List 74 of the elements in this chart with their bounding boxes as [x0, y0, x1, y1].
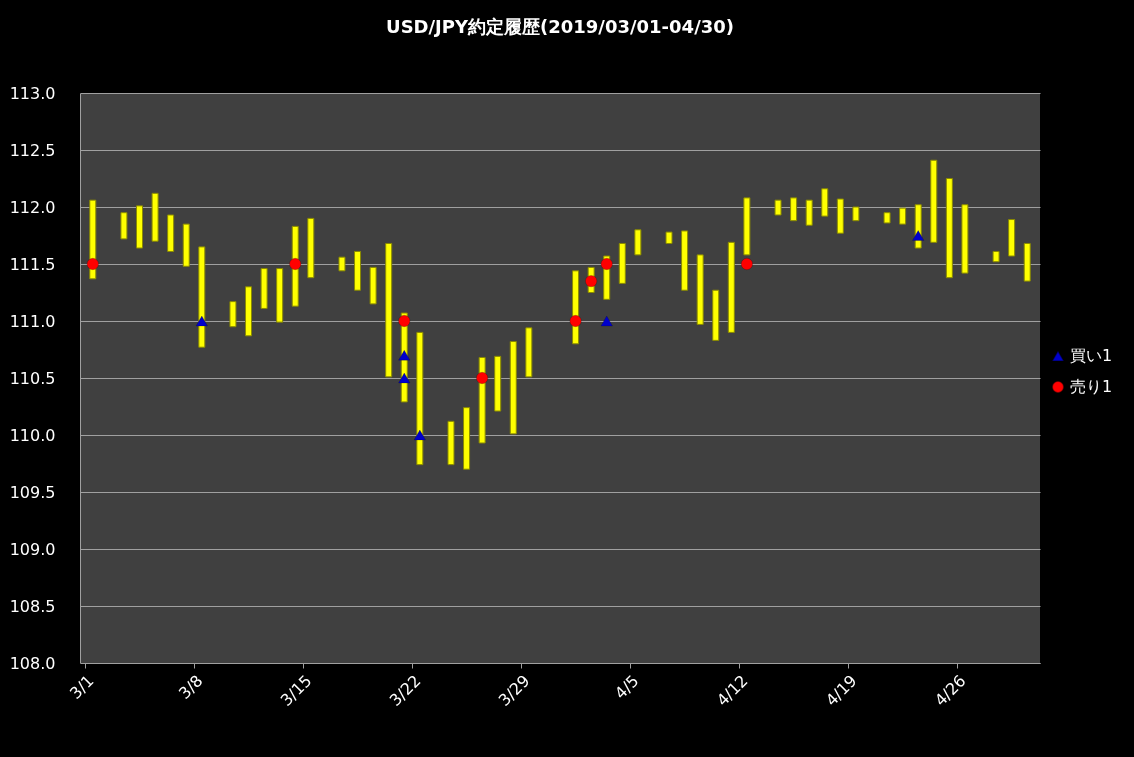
y-tick-label: 110.5 [9, 368, 56, 388]
point [289, 258, 302, 270]
y-tick-label: 110.0 [9, 425, 56, 445]
bar [245, 286, 253, 337]
bar [354, 250, 362, 291]
bar [790, 197, 798, 222]
bar [696, 254, 704, 325]
bar [260, 268, 268, 309]
y-tick-label: 109.5 [9, 482, 56, 502]
bar [198, 246, 206, 348]
bar [416, 331, 424, 466]
bar [899, 207, 907, 225]
bar [276, 268, 284, 323]
point [600, 315, 613, 327]
point [195, 315, 208, 327]
bar [883, 212, 891, 224]
bar [447, 420, 455, 466]
bar [167, 214, 175, 252]
y-tick-label: 112.5 [9, 140, 56, 160]
point [398, 372, 411, 384]
bar [1008, 219, 1016, 257]
bar [852, 206, 860, 222]
point [398, 315, 411, 327]
x-tick-label: 3/8 [174, 671, 207, 703]
y-tick-label: 113.0 [9, 83, 56, 103]
bar [229, 301, 237, 328]
bar [836, 198, 844, 234]
y-tick-label: 111.5 [9, 254, 56, 274]
bar [634, 229, 642, 256]
y-tick-label: 108.5 [9, 596, 56, 616]
bar [509, 341, 517, 435]
bar [369, 266, 377, 305]
legend-label: 買い1 [1070, 346, 1113, 365]
bar [338, 256, 346, 272]
point [86, 258, 99, 270]
bar [1023, 242, 1031, 282]
chart-title: USD/JPY約定履歴(2019/03/01-04/30) [386, 16, 734, 37]
bar [307, 217, 315, 279]
point [600, 258, 613, 270]
bar [182, 223, 190, 267]
bar [774, 199, 782, 216]
x-tick-label: 4/5 [610, 671, 643, 703]
bar [930, 159, 938, 243]
bar [618, 242, 626, 284]
legend-label: 売り1 [1070, 377, 1113, 396]
bar [385, 242, 393, 378]
bar [712, 289, 720, 341]
y-tick-label: 112.0 [9, 197, 56, 217]
bar [151, 192, 159, 242]
point [740, 258, 753, 270]
bar [992, 250, 1000, 263]
point [413, 429, 426, 441]
bar [463, 407, 471, 470]
bar [136, 205, 144, 249]
bar [821, 188, 829, 217]
y-tick-label: 109.0 [9, 539, 56, 559]
bar [120, 212, 128, 240]
bar [681, 230, 689, 291]
y-tick-label: 108.0 [9, 653, 56, 673]
bar [945, 178, 953, 279]
bar [665, 231, 673, 244]
x-tick-label: 3/1 [65, 671, 98, 703]
point [912, 230, 925, 241]
point [569, 315, 582, 327]
bar [727, 241, 735, 333]
point [585, 275, 598, 288]
y-tick-label: 111.0 [9, 311, 56, 331]
bar [494, 355, 502, 412]
bar [743, 197, 751, 256]
bar [525, 327, 533, 378]
point [398, 350, 411, 361]
bar [805, 199, 813, 226]
bar [961, 204, 969, 274]
point [476, 372, 489, 384]
